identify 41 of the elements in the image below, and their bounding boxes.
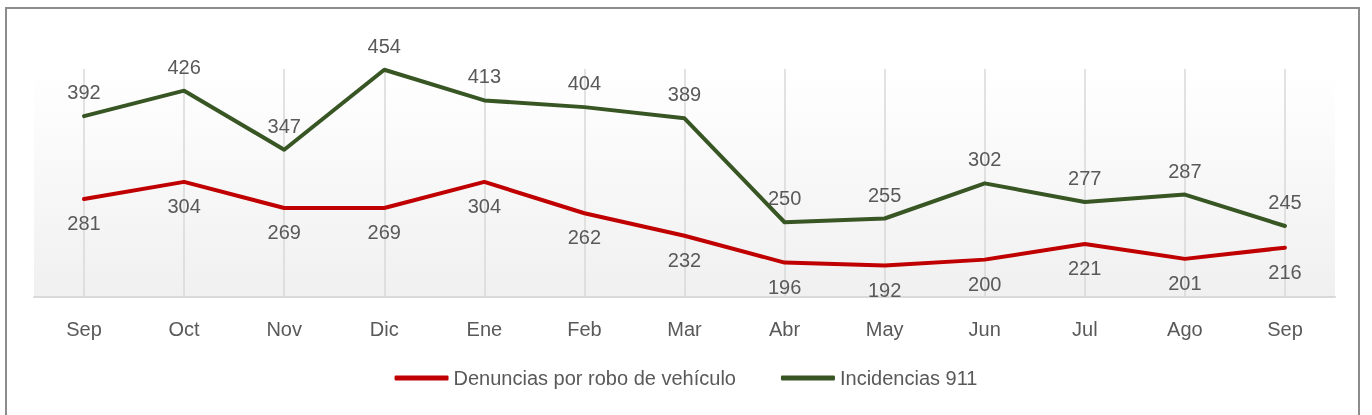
legend-label: Denuncias por robo de vehículo [453,367,736,389]
data-label: 304 [167,194,201,217]
data-label: 200 [968,272,1002,295]
x-tick-label: Sep [1267,318,1303,340]
x-tick-label: Ago [1167,318,1203,340]
legend-label: Incidencias 911 [839,367,978,389]
data-label: 287 [1168,159,1202,182]
data-label: 245 [1268,190,1302,213]
data-label: 277 [1068,167,1102,190]
data-label: 221 [1068,256,1102,279]
data-label: 426 [167,55,201,78]
data-label: 269 [267,221,301,244]
data-label: 304 [467,194,502,217]
x-tick-label: Feb [567,318,602,340]
data-label: 192 [867,278,902,301]
data-label: 196 [767,275,802,298]
x-tick-label: Abr [769,318,801,340]
data-label: 302 [968,148,1002,171]
x-tick-label: Dic [369,318,399,340]
x-tick-label: Nov [266,318,302,340]
data-label: 404 [567,72,602,95]
data-label: 347 [267,114,301,137]
x-tick-label: Ene [466,318,503,340]
x-tick-label: May [865,318,904,340]
data-label: 454 [367,34,401,57]
data-label: 232 [667,248,702,271]
data-label: 269 [367,221,401,244]
data-label: 250 [767,187,802,210]
x-tick-label: Sep [66,318,102,340]
data-label: 389 [667,83,702,106]
data-label: 262 [567,226,602,249]
x-tick-label: Jul [1072,318,1098,340]
data-label: 201 [1168,271,1202,294]
data-label: 413 [467,65,502,88]
x-tick-label: Mar [667,318,703,340]
data-label: 255 [867,183,902,206]
data-label: 281 [67,212,101,235]
x-tick-label: Oct [168,318,201,340]
x-tick-label: Jun [968,318,1001,340]
data-label: 216 [1268,260,1302,283]
data-label: 392 [67,81,101,104]
